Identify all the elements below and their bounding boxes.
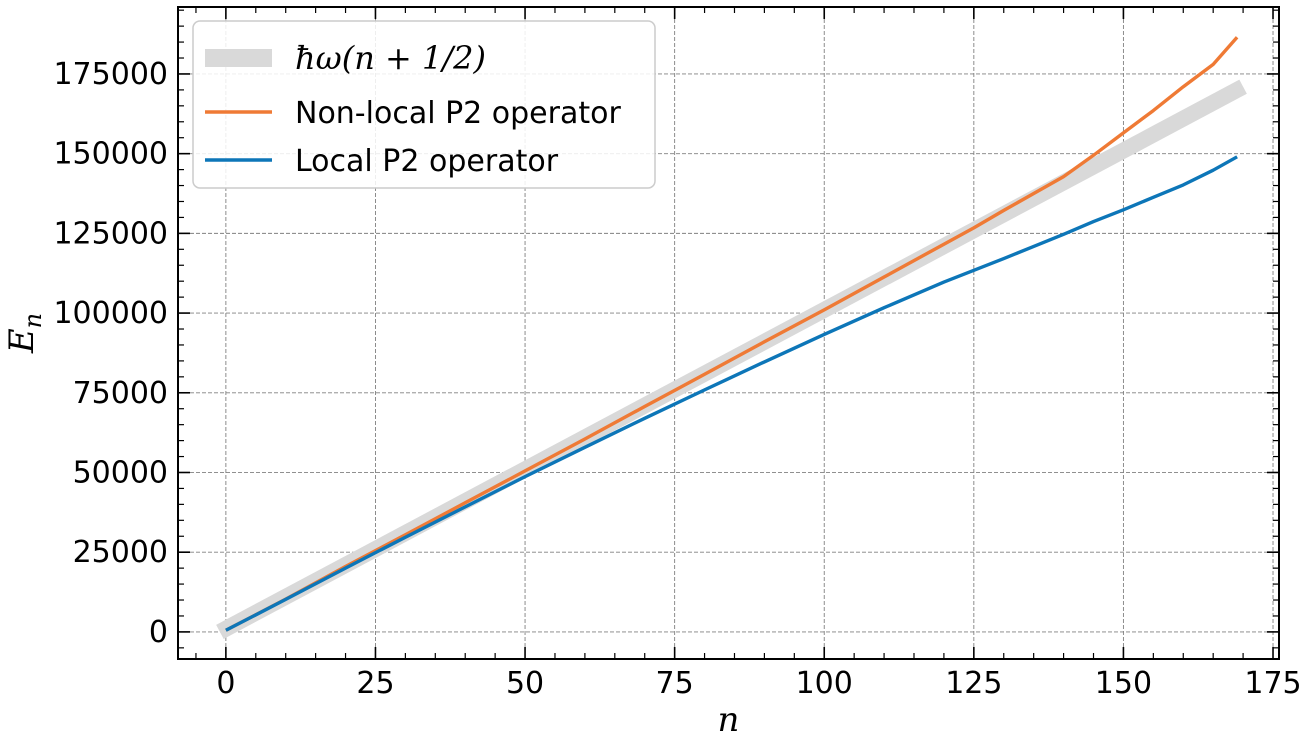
y-axis-title-subscript: n xyxy=(19,313,47,328)
legend: ħω(n + 1/2) Non-local P2 operator Local P2… xyxy=(192,20,656,189)
tick-labels: 0 25 50 75 100 125 150 175 0 25000 50000 75000 10000… xyxy=(53,57,1301,701)
x-tick-label: 75 xyxy=(656,666,694,701)
y-tick-label: 175000 xyxy=(53,57,168,92)
x-tick-label: 0 xyxy=(216,666,235,701)
local-p2-line xyxy=(225,155,1238,632)
legend-label: Local P2 operator xyxy=(295,144,559,179)
legend-local: Local P2 operator xyxy=(205,144,559,179)
y-tick-label: 125000 xyxy=(53,216,168,251)
series-lines xyxy=(216,36,1247,639)
y-axis-title: En xyxy=(2,313,47,354)
y-tick-label: 100000 xyxy=(53,296,168,331)
y-tick-label: 0 xyxy=(149,615,168,650)
x-tick-label: 100 xyxy=(796,666,853,701)
y-tick-label: 25000 xyxy=(73,535,168,570)
legend-box xyxy=(192,20,656,189)
x-tick-label: 150 xyxy=(1095,666,1152,701)
y-tick-label: 75000 xyxy=(73,376,168,411)
y-axis-title-main: E xyxy=(2,328,42,354)
legend-nonlocal: Non-local P2 operator xyxy=(205,96,621,131)
legend-label: Non-local P2 operator xyxy=(295,96,621,131)
x-tick-label: 25 xyxy=(356,666,394,701)
legend-label: ħω(n + 1/2) xyxy=(295,39,486,77)
y-tick-label: 150000 xyxy=(53,137,168,172)
axis-ticks xyxy=(178,7,1279,659)
x-tick-label: 50 xyxy=(506,666,544,701)
y-tick-label: 50000 xyxy=(73,455,168,490)
x-tick-label: 175 xyxy=(1244,666,1301,701)
legend-items: ħω(n + 1/2) Non-local P2 operator Local P2… xyxy=(205,39,621,179)
x-tick-label: 125 xyxy=(945,666,1002,701)
nonlocal-p2-line xyxy=(225,36,1239,632)
legend-ideal: ħω(n + 1/2) xyxy=(205,39,486,77)
plot-frame xyxy=(177,6,1280,660)
y-axis-title-text: En xyxy=(2,313,47,354)
x-axis-title: n xyxy=(718,700,740,740)
